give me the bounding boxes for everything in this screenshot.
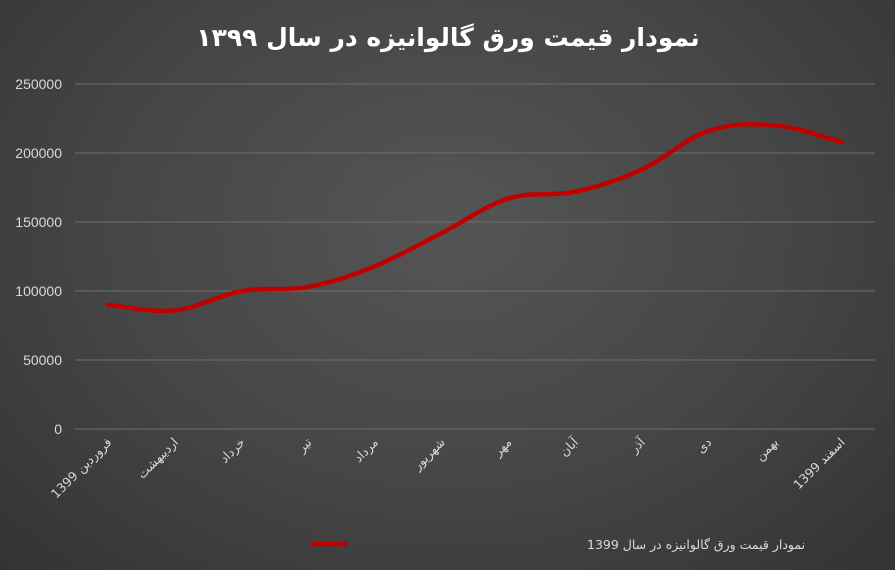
data-point — [839, 139, 844, 145]
x-tick-label: دی — [693, 435, 714, 456]
x-tick-label: اردیبهشت — [134, 435, 182, 483]
x-tick-label: خرداد — [217, 435, 249, 467]
chart-title: نمودار قیمت ورق گالوانیزه در سال ۱۳۹۹ — [196, 23, 699, 53]
x-axis-ticks: فروردین 1399 اردیبهشت خرداد تیر مرداد شهریور م… — [48, 434, 848, 502]
y-tick-label: 50000 — [23, 352, 62, 368]
y-tick-label: 150000 — [15, 214, 62, 230]
y-tick-label: 200000 — [15, 145, 62, 161]
x-tick-label: فروردین 1399 — [48, 435, 115, 502]
data-point — [439, 230, 444, 236]
gridlines — [75, 83, 875, 430]
y-tick-label: 100000 — [15, 283, 62, 299]
x-tick-label: تیر — [293, 434, 315, 456]
data-point — [506, 196, 511, 201]
x-tick-label: آذر — [626, 434, 649, 457]
x-tick-label: بهمن — [752, 435, 782, 465]
series-layer — [106, 121, 844, 314]
series-line — [106, 121, 844, 314]
data-point — [372, 263, 378, 269]
data-point — [639, 167, 644, 172]
y-tick-label: 0 — [54, 421, 62, 437]
legend-label: نمودار قیمت ورق گالوانیزه در سال 1399 — [587, 537, 805, 553]
y-tick-label: 250000 — [15, 76, 62, 92]
data-point — [239, 288, 244, 294]
legend: نمودار قیمت ورق گالوانیزه در سال 1399 — [309, 537, 805, 553]
x-tick-label: مهر — [489, 435, 515, 461]
x-tick-label: آبان — [556, 434, 581, 459]
data-point — [172, 308, 178, 313]
data-point — [306, 284, 311, 290]
data-point — [106, 302, 111, 307]
data-point — [706, 128, 711, 134]
x-tick-label: شهریور — [409, 435, 449, 475]
x-tick-label: مرداد — [351, 435, 382, 466]
y-axis-ticks: 0 50000 100000 150000 200000 250000 — [15, 76, 62, 437]
data-point — [772, 123, 778, 128]
data-point — [572, 189, 578, 194]
x-tick-label: اسفند 1399 — [790, 435, 848, 493]
